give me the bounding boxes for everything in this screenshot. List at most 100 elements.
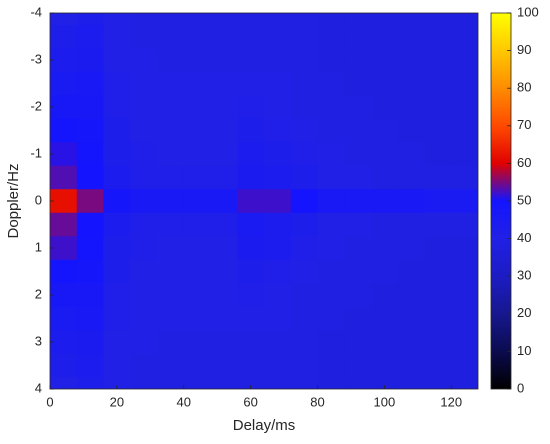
heat-cell bbox=[130, 306, 158, 331]
heat-cell bbox=[451, 283, 478, 308]
y-tick-label: -2 bbox=[30, 98, 42, 113]
heat-cell bbox=[183, 165, 211, 190]
heat-cell bbox=[210, 13, 238, 26]
heat-cell bbox=[237, 283, 265, 308]
heat-cell bbox=[210, 283, 238, 308]
heat-cell bbox=[183, 118, 211, 143]
heat-cell bbox=[50, 118, 78, 143]
heat-cell bbox=[157, 212, 185, 237]
heat-cell bbox=[344, 212, 372, 237]
heat-cell bbox=[371, 13, 399, 26]
heat-cell bbox=[451, 259, 478, 284]
heat-cell bbox=[264, 330, 292, 355]
heat-cell bbox=[451, 377, 478, 389]
heat-cell bbox=[424, 212, 452, 237]
heat-cell bbox=[451, 330, 478, 355]
x-tick-label: 0 bbox=[46, 394, 53, 409]
heat-cell bbox=[344, 24, 372, 49]
heat-cell bbox=[103, 13, 131, 26]
heat-cell bbox=[397, 259, 425, 284]
heat-cell bbox=[424, 71, 452, 96]
heat-cell bbox=[290, 48, 318, 73]
heat-cell bbox=[210, 165, 238, 190]
x-tick-label: 80 bbox=[310, 394, 324, 409]
heat-cell bbox=[451, 353, 478, 378]
heat-cell bbox=[451, 71, 478, 96]
colorbar-tick-label: 10 bbox=[517, 343, 531, 358]
heat-cell bbox=[157, 330, 185, 355]
heat-cell bbox=[317, 236, 345, 261]
heat-cell bbox=[50, 189, 78, 214]
heat-cell bbox=[344, 283, 372, 308]
heat-cell bbox=[237, 236, 265, 261]
heat-cell bbox=[397, 118, 425, 143]
heat-cell bbox=[264, 142, 292, 167]
heat-cell bbox=[290, 71, 318, 96]
heat-cell bbox=[290, 189, 318, 214]
heat-cell bbox=[424, 189, 452, 214]
heat-cell bbox=[397, 377, 425, 389]
heat-cell bbox=[290, 306, 318, 331]
heat-cell bbox=[183, 259, 211, 284]
heat-cell bbox=[317, 142, 345, 167]
heat-cell bbox=[317, 165, 345, 190]
heat-cell bbox=[130, 48, 158, 73]
heat-cell bbox=[371, 71, 399, 96]
heat-cell bbox=[264, 189, 292, 214]
heat-cell bbox=[451, 24, 478, 49]
y-tick-label: 0 bbox=[35, 192, 42, 207]
heat-cell bbox=[103, 142, 131, 167]
heat-cell bbox=[183, 13, 211, 26]
heat-cell bbox=[103, 236, 131, 261]
heat-cell bbox=[210, 48, 238, 73]
heat-cell bbox=[76, 236, 104, 261]
heat-cell bbox=[157, 142, 185, 167]
heat-cell bbox=[424, 283, 452, 308]
heat-cell bbox=[264, 212, 292, 237]
heat-cell bbox=[237, 13, 265, 26]
heat-cell bbox=[103, 330, 131, 355]
heat-cell bbox=[371, 48, 399, 73]
heat-cell bbox=[157, 13, 185, 26]
heat-cell bbox=[371, 283, 399, 308]
heat-cell bbox=[237, 330, 265, 355]
heat-cell bbox=[76, 377, 104, 389]
heat-cell bbox=[157, 24, 185, 49]
heat-cell bbox=[130, 377, 158, 389]
heat-cell bbox=[424, 377, 452, 389]
heat-cell bbox=[290, 13, 318, 26]
heat-cell bbox=[344, 353, 372, 378]
heat-cell bbox=[210, 24, 238, 49]
heat-cell bbox=[237, 165, 265, 190]
heat-cell bbox=[210, 118, 238, 143]
colorbar-tick-label: 100 bbox=[517, 4, 539, 19]
heat-cell bbox=[210, 142, 238, 167]
heat-cell bbox=[397, 236, 425, 261]
heat-cell bbox=[424, 48, 452, 73]
heat-cell bbox=[344, 118, 372, 143]
heat-cell bbox=[50, 259, 78, 284]
heat-cell bbox=[157, 48, 185, 73]
heat-cell bbox=[451, 118, 478, 143]
heat-cell bbox=[237, 118, 265, 143]
heat-cell bbox=[424, 118, 452, 143]
heat-cell bbox=[397, 165, 425, 190]
heat-cell bbox=[290, 24, 318, 49]
heat-cell bbox=[157, 118, 185, 143]
heat-cell bbox=[424, 95, 452, 120]
heat-cell bbox=[424, 13, 452, 26]
heat-cell bbox=[264, 118, 292, 143]
heat-cell bbox=[183, 306, 211, 331]
y-tick-label: -4 bbox=[30, 4, 42, 19]
heat-cell bbox=[290, 330, 318, 355]
heat-cell bbox=[50, 165, 78, 190]
heat-cell bbox=[76, 259, 104, 284]
heat-cell bbox=[424, 236, 452, 261]
heat-cell bbox=[50, 48, 78, 73]
heat-cell bbox=[424, 306, 452, 331]
heat-cell bbox=[157, 283, 185, 308]
heat-cell bbox=[76, 212, 104, 237]
y-tick-label: -3 bbox=[30, 51, 42, 66]
